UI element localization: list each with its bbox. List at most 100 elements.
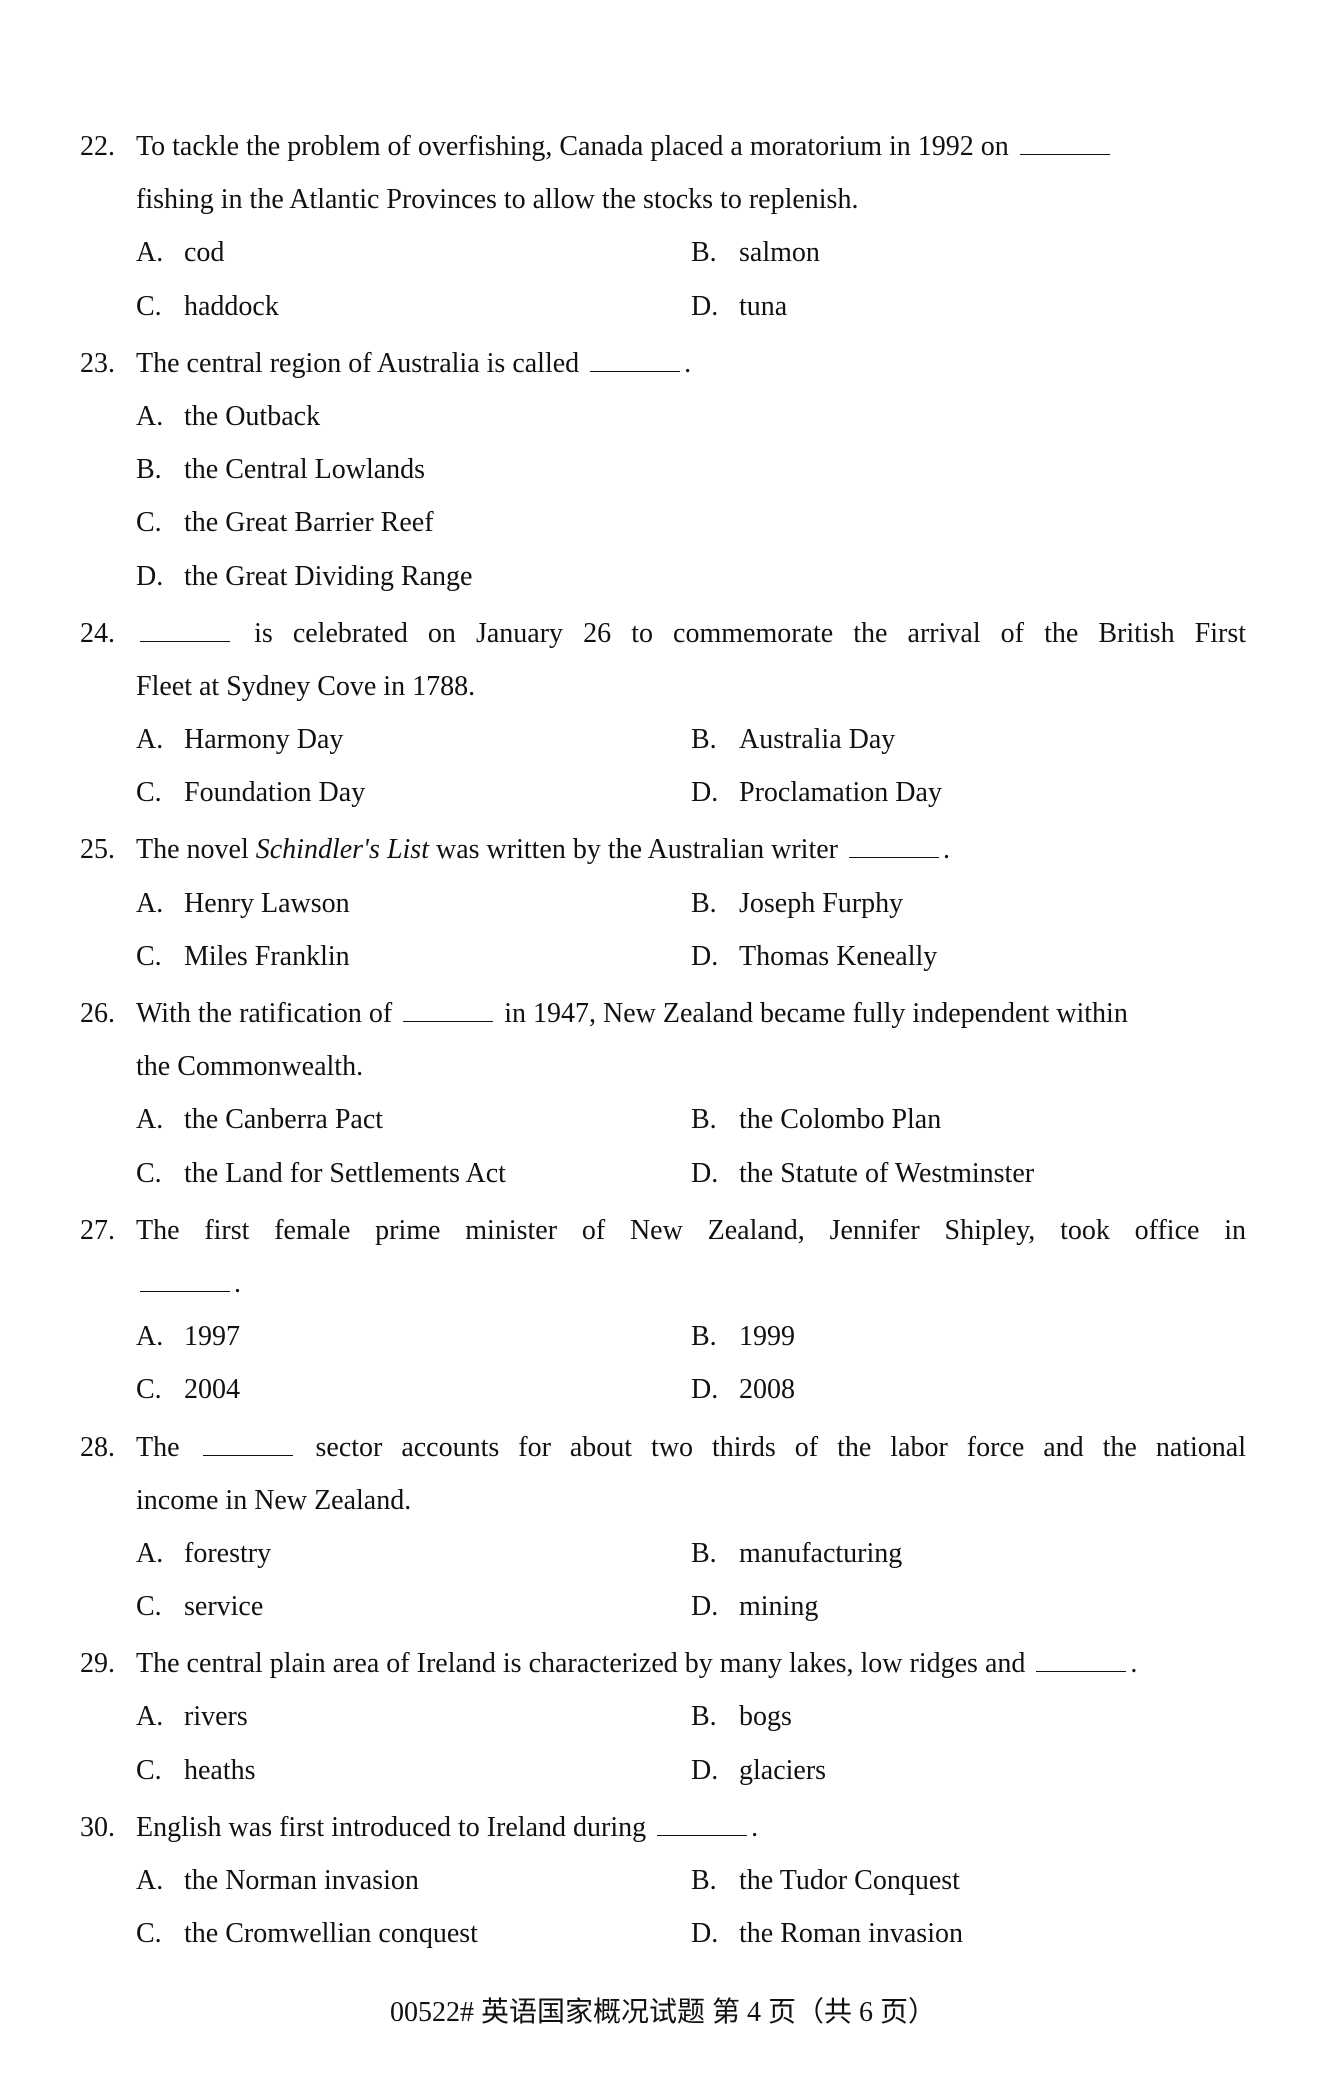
option-b: B.1999 — [691, 1310, 1246, 1363]
question-stem: The central region of Australia is calle… — [136, 337, 1246, 390]
option-text: cod — [184, 226, 224, 279]
blank — [590, 346, 680, 372]
option-letter: A. — [136, 1093, 184, 1146]
option-letter: A. — [136, 1854, 184, 1907]
options: A.the Canberra Pact B.the Colombo Plan C… — [136, 1093, 1246, 1199]
option-b: B.the Central Lowlands — [136, 443, 1246, 496]
option-text: haddock — [184, 280, 279, 333]
option-c: C.heaths — [136, 1744, 691, 1797]
option-letter: D. — [691, 1744, 739, 1797]
option-text: bogs — [739, 1690, 792, 1743]
question-number: 22. — [80, 120, 136, 173]
option-d: D.the Statute of Westminster — [691, 1147, 1246, 1200]
option-text: the Colombo Plan — [739, 1093, 941, 1146]
question-number: 27. — [80, 1204, 136, 1257]
option-letter: A. — [136, 1527, 184, 1580]
option-c: C.the Cromwellian conquest — [136, 1907, 691, 1960]
option-b: B.the Tudor Conquest — [691, 1854, 1246, 1907]
options: A.forestry B.manufacturing C.service D.m… — [136, 1527, 1246, 1633]
exam-page: 22. To tackle the problem of overfishing… — [0, 0, 1326, 2100]
option-letter: D. — [691, 1363, 739, 1416]
option-text: tuna — [739, 280, 787, 333]
option-text: Henry Lawson — [184, 877, 350, 930]
option-text: the Great Dividing Range — [184, 550, 472, 603]
question-stem: With the ratification of in 1947, New Ze… — [136, 987, 1246, 1040]
blank — [849, 832, 939, 858]
options: A.rivers B.bogs C.heaths D.glaciers — [136, 1690, 1246, 1796]
option-letter: B. — [691, 713, 739, 766]
question-30: 30. English was first introduced to Irel… — [80, 1801, 1246, 1961]
option-b: B.manufacturing — [691, 1527, 1246, 1580]
options: A.the Outback B.the Central Lowlands C.t… — [136, 390, 1246, 603]
stem-tail: . — [684, 348, 691, 379]
option-text: the Norman invasion — [184, 1854, 419, 1907]
question-27: 27. The first female prime minister of N… — [80, 1204, 1246, 1417]
option-letter: D. — [691, 1580, 739, 1633]
blank — [1020, 129, 1110, 155]
option-letter: D. — [691, 766, 739, 819]
option-letter: D. — [691, 930, 739, 983]
options: A.Harmony Day B.Australia Day C.Foundati… — [136, 713, 1246, 819]
stem-text-b: sector accounts for about two thirds of … — [297, 1432, 1247, 1463]
option-letter: C. — [136, 1744, 184, 1797]
stem-tail: . — [234, 1268, 241, 1299]
option-c: C.haddock — [136, 280, 691, 333]
question-24: 24. is celebrated on January 26 to comme… — [80, 607, 1246, 820]
option-a: A.the Canberra Pact — [136, 1093, 691, 1146]
question-22: 22. To tackle the problem of overfishing… — [80, 120, 1246, 333]
question-stem: English was first introduced to Ireland … — [136, 1801, 1246, 1854]
options: A.1997 B.1999 C.2004 D.2008 — [136, 1310, 1246, 1416]
option-d: D.the Great Dividing Range — [136, 550, 1246, 603]
options: A.cod B.salmon C.haddock D.tuna — [136, 226, 1246, 332]
option-letter: B. — [691, 1527, 739, 1580]
option-a: A.Harmony Day — [136, 713, 691, 766]
option-letter: A. — [136, 390, 184, 443]
question-number: 26. — [80, 987, 136, 1040]
question-28: 28. The sector accounts for about two th… — [80, 1421, 1246, 1634]
option-letter: B. — [691, 1690, 739, 1743]
option-b: B.the Colombo Plan — [691, 1093, 1246, 1146]
option-text: 1997 — [184, 1310, 240, 1363]
option-letter: A. — [136, 877, 184, 930]
option-letter: A. — [136, 1690, 184, 1743]
option-text: salmon — [739, 226, 820, 279]
option-d: D.tuna — [691, 280, 1246, 333]
stem-text: The central plain area of Ireland is cha… — [136, 1648, 1032, 1679]
option-letter: B. — [691, 1093, 739, 1146]
question-stem: The sector accounts for about two thirds… — [136, 1421, 1246, 1474]
option-letter: C. — [136, 280, 184, 333]
stem-text-a: The novel — [136, 834, 256, 865]
option-b: B.salmon — [691, 226, 1246, 279]
question-stem: The central plain area of Ireland is cha… — [136, 1637, 1246, 1690]
stem-text-a: The — [136, 1432, 199, 1463]
option-a: A.the Outback — [136, 390, 1246, 443]
option-letter: A. — [136, 226, 184, 279]
blank — [140, 1266, 230, 1292]
option-letter: D. — [691, 1147, 739, 1200]
question-number: 24. — [80, 607, 136, 660]
option-d: D.Thomas Keneally — [691, 930, 1246, 983]
option-text: 2008 — [739, 1363, 795, 1416]
options: A.the Norman invasion B.the Tudor Conque… — [136, 1854, 1246, 1960]
stem-italic: Schindler's List — [256, 834, 429, 865]
option-d: D.mining — [691, 1580, 1246, 1633]
option-text: 2004 — [184, 1363, 240, 1416]
blank — [203, 1429, 293, 1455]
option-letter: A. — [136, 713, 184, 766]
question-stem-line2: fishing in the Atlantic Provinces to all… — [136, 173, 1246, 226]
option-d: D.the Roman invasion — [691, 1907, 1246, 1960]
option-letter: D. — [691, 280, 739, 333]
option-letter: D. — [691, 1907, 739, 1960]
option-b: B.Australia Day — [691, 713, 1246, 766]
question-stem-line2: . — [136, 1257, 1246, 1310]
stem-text-a: With the ratification of — [136, 998, 399, 1029]
option-letter: C. — [136, 1363, 184, 1416]
blank — [140, 616, 230, 642]
question-number: 30. — [80, 1801, 136, 1854]
option-text: the Cromwellian conquest — [184, 1907, 478, 1960]
option-c: C.2004 — [136, 1363, 691, 1416]
option-letter: B. — [691, 877, 739, 930]
option-b: B.bogs — [691, 1690, 1246, 1743]
option-text: Joseph Furphy — [739, 877, 903, 930]
question-number: 28. — [80, 1421, 136, 1474]
